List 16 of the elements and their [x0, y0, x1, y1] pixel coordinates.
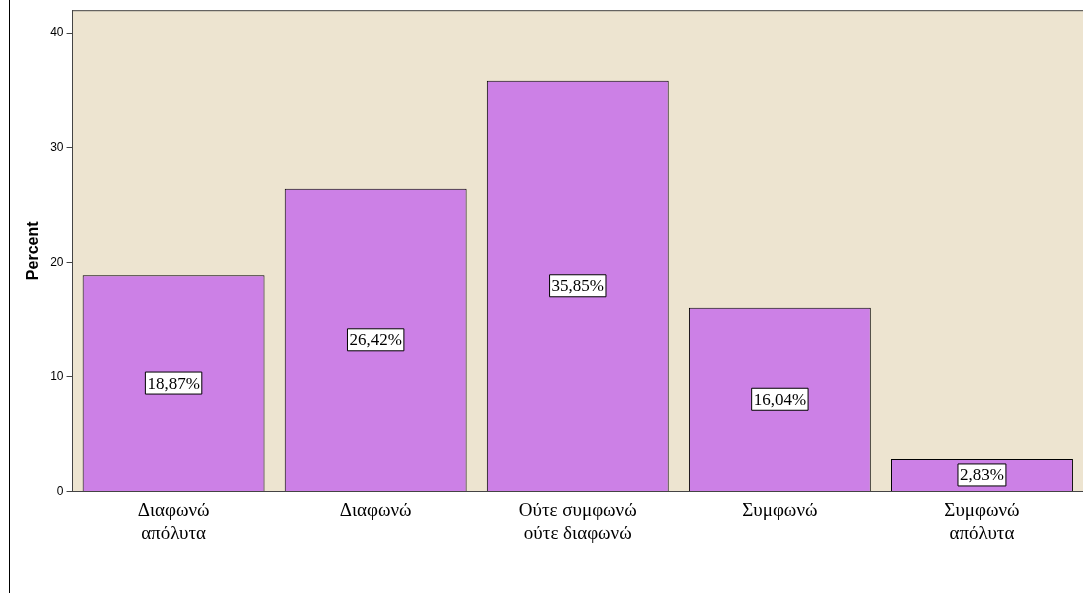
data-label: 16,04%: [753, 389, 807, 409]
data-label: 2,83%: [959, 465, 1004, 485]
y-tick-label: 0: [56, 483, 64, 498]
y-tick-label: 20: [50, 254, 64, 269]
y-tick-label: 10: [50, 369, 64, 384]
x-tick-label: Διαφωνώ απόλυτα: [137, 498, 210, 543]
x-tick-label: Ούτε συμφωνώ ούτε διαφωνώ: [518, 498, 637, 543]
y-tick-label: 30: [50, 140, 64, 154]
y-tick-label: 40: [50, 25, 64, 40]
data-label: 35,85%: [551, 276, 604, 296]
x-tick-label: Συμφωνώ: [742, 498, 818, 520]
x-tick-label: Συμφωνώ απόλυτα: [944, 498, 1020, 543]
y-axis-title: Percent: [24, 220, 42, 281]
data-label: 18,87%: [147, 373, 200, 393]
x-tick-label: Διαφωνώ: [339, 498, 412, 520]
data-label: 26,42%: [349, 330, 402, 350]
